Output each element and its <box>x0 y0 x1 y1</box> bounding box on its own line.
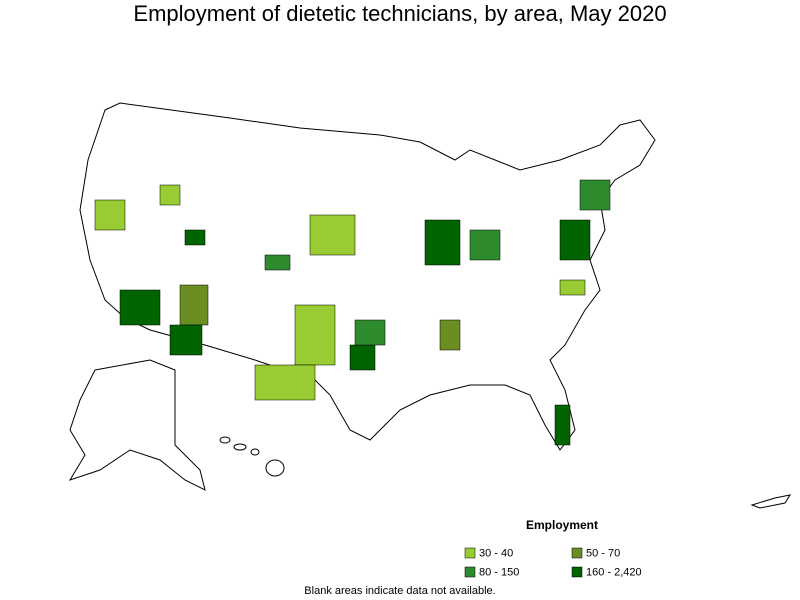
area-patch <box>554 404 571 446</box>
legend-swatch <box>571 566 583 578</box>
area-patch <box>349 344 376 371</box>
map <box>68 102 792 509</box>
area-patches <box>94 179 611 446</box>
area-patch <box>579 179 611 211</box>
area-patch <box>264 254 291 271</box>
area-patch <box>309 214 356 256</box>
legend-swatch <box>464 566 476 578</box>
area-patch <box>424 219 461 266</box>
contiguous-us <box>79 102 656 451</box>
area-patch <box>294 304 336 366</box>
area-patch <box>159 184 181 206</box>
legend-label: 160 - 2,420 <box>586 566 642 578</box>
area-patch <box>169 324 203 356</box>
alaska <box>68 359 206 491</box>
footnote: Blank areas indicate data not available. <box>304 585 495 597</box>
legend-swatch <box>571 547 583 559</box>
legend-label: 80 - 150 <box>479 566 519 578</box>
area-patch <box>439 319 461 351</box>
legend-label: 30 - 40 <box>479 547 513 559</box>
area-patch <box>469 229 501 261</box>
hawaii <box>219 436 285 477</box>
title: Employment of dietetic technicians, by a… <box>133 1 666 26</box>
legend-swatch <box>464 547 476 559</box>
area-patch <box>119 289 161 326</box>
area-patch <box>559 279 586 296</box>
area-patch <box>254 364 316 401</box>
legend-title: Employment <box>526 518 598 532</box>
area-patch <box>184 229 206 246</box>
area-patch <box>559 219 591 261</box>
puerto-rico <box>750 494 792 509</box>
area-patch <box>354 319 386 346</box>
legend: 30 - 40 50 - 70 80 - 150 160 - 2,420 <box>464 547 642 578</box>
area-patch <box>94 199 126 231</box>
legend-label: 50 - 70 <box>586 547 620 559</box>
area-patch <box>179 284 209 326</box>
